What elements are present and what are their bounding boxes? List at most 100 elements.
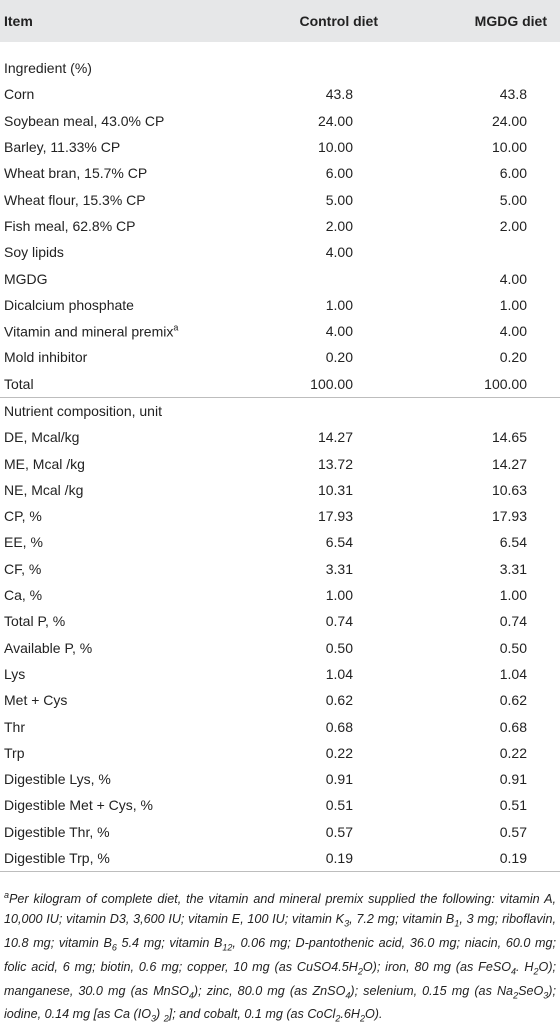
value-cell: 0.68 <box>325 718 353 735</box>
table-row: MGDG 4.00 <box>0 265 560 291</box>
item-text: NE, Mcal /kg <box>4 481 84 498</box>
value-cell: 2.00 <box>325 217 353 234</box>
item-cell: Vitamin and mineral premixa <box>4 323 178 340</box>
item-cell: Total <box>4 376 34 392</box>
item-text: MGDG <box>4 270 48 287</box>
item-text: Digestible Lys, % <box>4 771 111 788</box>
table-row: Soy lipids 4.00 <box>0 239 560 265</box>
table-row: Digestible Trp, % 0.19 0.19 <box>0 845 560 871</box>
value-cell: 0.22 <box>325 744 353 761</box>
value-cell: 17.93 <box>317 508 353 525</box>
value-cell: 0.22 <box>499 744 527 761</box>
table-row: Dicalcium phosphate 1.00 1.00 <box>0 292 560 318</box>
item-text: Lys <box>4 665 26 682</box>
value-cell: 6.00 <box>499 165 527 182</box>
item-text: Ca, % <box>4 587 43 604</box>
table-row: Vitamin and mineral premixa 4.00 4.00 <box>0 318 560 344</box>
item-cell: DE, Mcal/kg <box>4 429 79 445</box>
footnote-text: 2 <box>335 1014 341 1024</box>
value-cell: 13.72 <box>317 455 353 472</box>
footnote-text: 2 <box>357 966 363 977</box>
value-cell: 24.00 <box>491 112 527 129</box>
footnote-text: ); iodine, 0.14 mg [as Ca (IO <box>4 983 556 1022</box>
table-row: CP, % 17.93 17.93 <box>0 503 560 529</box>
footnote-text: 2 <box>163 1014 169 1024</box>
item-cell: EE, % <box>4 534 43 550</box>
table-row: Digestible Lys, % 0.91 0.91 <box>0 766 560 792</box>
footnote-text: O); iron, 80 mg (as FeSO <box>362 959 512 974</box>
value-cell: 0.91 <box>499 771 527 788</box>
table-row: Fish meal, 62.8% CP 2.00 2.00 <box>0 213 560 239</box>
item-cell: Digestible Met + Cys, % <box>4 797 153 813</box>
table-row: Barley, 11.33% CP 10.00 10.00 <box>0 134 560 160</box>
item-cell: ME, Mcal /kg <box>4 456 85 472</box>
item-cell: Barley, 11.33% CP <box>4 139 120 155</box>
item-text: CP, % <box>4 508 42 525</box>
table-row: Lys 1.04 1.04 <box>0 661 560 687</box>
item-text: Wheat flour, 15.3% CP <box>4 191 146 208</box>
value-cell: 2.00 <box>499 217 527 234</box>
item-text: Soy lipids <box>4 244 64 261</box>
table-row: EE, % 6.54 6.54 <box>0 529 560 555</box>
table-row: Soybean meal, 43.0% CP 24.00 24.00 <box>0 108 560 134</box>
value-cell: 4.00 <box>325 323 353 340</box>
value-cell: 0.19 <box>325 850 353 867</box>
value-cell: 3.31 <box>499 560 527 577</box>
item-text: DE, Mcal/kg <box>4 429 80 446</box>
item-text: Total <box>4 375 34 392</box>
value-cell: 14.27 <box>491 455 527 472</box>
item-text: Vitamin and mineral premix <box>4 323 174 340</box>
value-cell: 1.00 <box>499 296 527 313</box>
table-section: Ingredient (%) Corn 43.8 43.8 Soybean meal, … <box>0 55 560 398</box>
header-cell: MGDG diet <box>474 13 547 29</box>
footnote-text: 3 <box>543 990 549 1001</box>
item-text: Mold inhibitor <box>4 349 88 366</box>
value-cell: 1.00 <box>499 587 527 604</box>
value-cell: 10.63 <box>491 481 527 498</box>
value-cell: 0.62 <box>325 692 353 709</box>
footnote-text: 6 <box>111 942 117 953</box>
item-text: Digestible Met + Cys, % <box>4 797 153 814</box>
item-cell: Dicalcium phosphate <box>4 297 134 313</box>
value-cell: 43.8 <box>499 86 527 103</box>
footnote-text: ]; and cobalt, 0.1 mg (as CoCl <box>168 1007 336 1022</box>
footnote-text: , 3 mg; riboflavin, 10.8 mg; vitamin B <box>4 911 556 950</box>
value-cell: 10.00 <box>317 139 353 156</box>
value-cell: 5.00 <box>325 191 353 208</box>
value-cell: 17.93 <box>491 508 527 525</box>
item-text: Thr <box>4 718 25 735</box>
item-cell: CP, % <box>4 508 42 524</box>
table-row: CF, % 3.31 3.31 <box>0 556 560 582</box>
item-cell: Wheat bran, 15.7% CP <box>4 165 147 181</box>
item-cell: Mold inhibitor <box>4 349 87 365</box>
header-cell: Item <box>4 13 33 29</box>
value-cell: 0.74 <box>325 613 353 630</box>
table-body: Ingredient (%) Corn 43.8 43.8 Soybean meal, … <box>0 42 560 873</box>
footnote-text: 1 <box>454 918 460 929</box>
value-cell: 0.51 <box>325 797 353 814</box>
value-cell: 24.00 <box>317 112 353 129</box>
value-cell: 0.68 <box>499 718 527 735</box>
item-text: Trp <box>4 744 25 761</box>
footnote-text: 4 <box>188 990 194 1001</box>
item-cell: CF, % <box>4 561 41 577</box>
value-cell: 4.00 <box>499 270 527 287</box>
section-row: Ingredient (%) <box>0 55 560 81</box>
footnote-ref: a <box>173 322 179 333</box>
footnote-text: 3 <box>151 1014 157 1024</box>
value-cell: 6.54 <box>499 534 527 551</box>
item-text: Corn <box>4 86 35 103</box>
footnote-text: O); manganese, 30.0 mg (as MnSO <box>4 959 557 998</box>
item-text: Barley, 11.33% CP <box>4 139 121 156</box>
item-text: Met + Cys <box>4 692 68 709</box>
item-cell: Digestible Thr, % <box>4 824 110 840</box>
section-row: Nutrient composition, unit <box>0 398 560 424</box>
item-text: Wheat bran, 15.7% CP <box>4 165 148 182</box>
item-text: Digestible Thr, % <box>4 823 110 840</box>
item-text: ME, Mcal /kg <box>4 455 85 472</box>
table-row: Trp 0.22 0.22 <box>0 740 560 766</box>
item-text: Total P, % <box>4 613 66 630</box>
table-row: Total 100.00 100.00 <box>0 371 560 397</box>
item-cell: Wheat flour, 15.3% CP <box>4 192 146 208</box>
value-cell: 0.20 <box>325 349 353 366</box>
